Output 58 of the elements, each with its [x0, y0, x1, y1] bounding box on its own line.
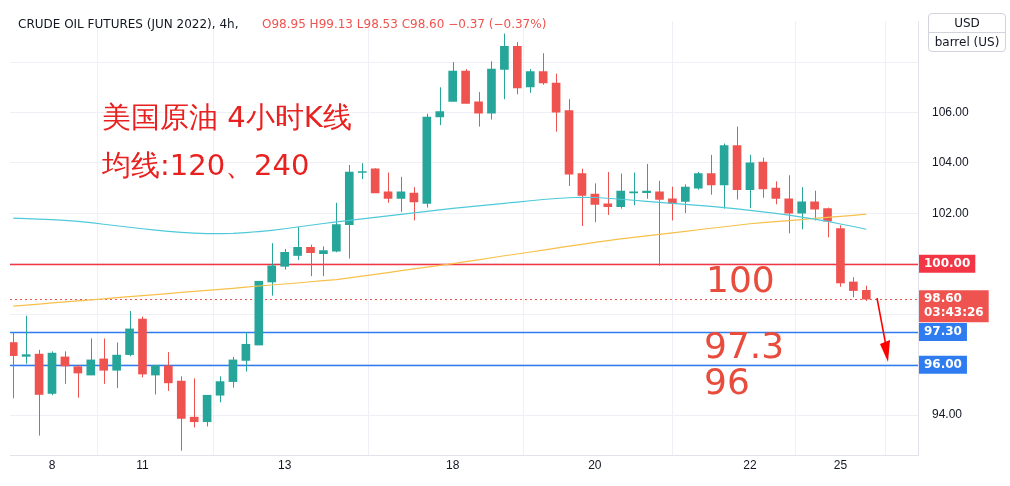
candlestick [21, 315, 31, 365]
candlestick [525, 68, 535, 94]
candlestick [293, 226, 302, 261]
x-tick-label: 8 [48, 457, 56, 472]
y-tick-label: 94.00 [932, 407, 963, 422]
chart-title: CRUDE OIL FUTURES (JUN 2022), 4h, [18, 17, 239, 31]
candlestick [577, 168, 587, 227]
candlestick [383, 172, 393, 204]
candlestick [86, 337, 96, 376]
annotation: 均线:120、240 [102, 147, 310, 184]
candlestick [500, 33, 509, 100]
candlestick [164, 351, 173, 392]
x-tick-label: 22 [743, 457, 757, 472]
candlestick [267, 242, 277, 297]
annotation: 美国原油 4小时K线 [102, 99, 352, 136]
candlestick [616, 173, 626, 210]
x-tick-label: 25 [833, 457, 848, 472]
candlestick [319, 245, 328, 277]
candlestick [810, 190, 819, 221]
x-tick-label: 18 [446, 457, 460, 472]
x-tick-label: 20 [588, 457, 602, 472]
candlestick [189, 377, 199, 429]
x-tick-label: 11 [136, 457, 150, 472]
candlestick [215, 375, 225, 403]
annotation: 100 [706, 259, 775, 300]
candlestick [435, 86, 445, 126]
candlestick [474, 91, 483, 128]
candlestick [280, 248, 289, 271]
candlestick [228, 356, 238, 389]
chart-subtitle: O98.95 H99.13 L98.53 C98.60 −0.37 (−0.37%) [262, 17, 547, 31]
candlestick [681, 183, 690, 214]
x-tick-label: 13 [277, 457, 292, 472]
candlestick [642, 163, 651, 200]
ref-line-label: 96.00 [924, 356, 962, 371]
candlestick [396, 176, 406, 213]
candlestick [241, 331, 251, 373]
text: barrel (US) [933, 34, 1001, 51]
candlestick [306, 244, 315, 277]
candlestick [112, 342, 121, 389]
ref-line-label: 100.00 [924, 255, 971, 270]
y-axis-title: USD [929, 14, 1005, 33]
y-tick-label: 104.00 [932, 155, 970, 170]
candlestick [706, 154, 716, 196]
candlestick [73, 364, 83, 399]
y-tick-label: 106.00 [932, 104, 970, 119]
candlestick [151, 364, 160, 395]
candlestick [771, 180, 781, 205]
candlestick [99, 337, 109, 385]
candlestick [603, 171, 613, 216]
ref-line-label: 97.30 [924, 324, 962, 339]
candlestick [10, 331, 18, 399]
candlestick [538, 52, 548, 86]
candlestick [784, 174, 794, 234]
y-tick-label: 102.00 [932, 205, 970, 220]
candlestick [797, 186, 806, 230]
ref-line-label: 98.60 03:43:26 [924, 291, 984, 320]
candlestick [655, 180, 664, 267]
candlestick [849, 276, 858, 298]
